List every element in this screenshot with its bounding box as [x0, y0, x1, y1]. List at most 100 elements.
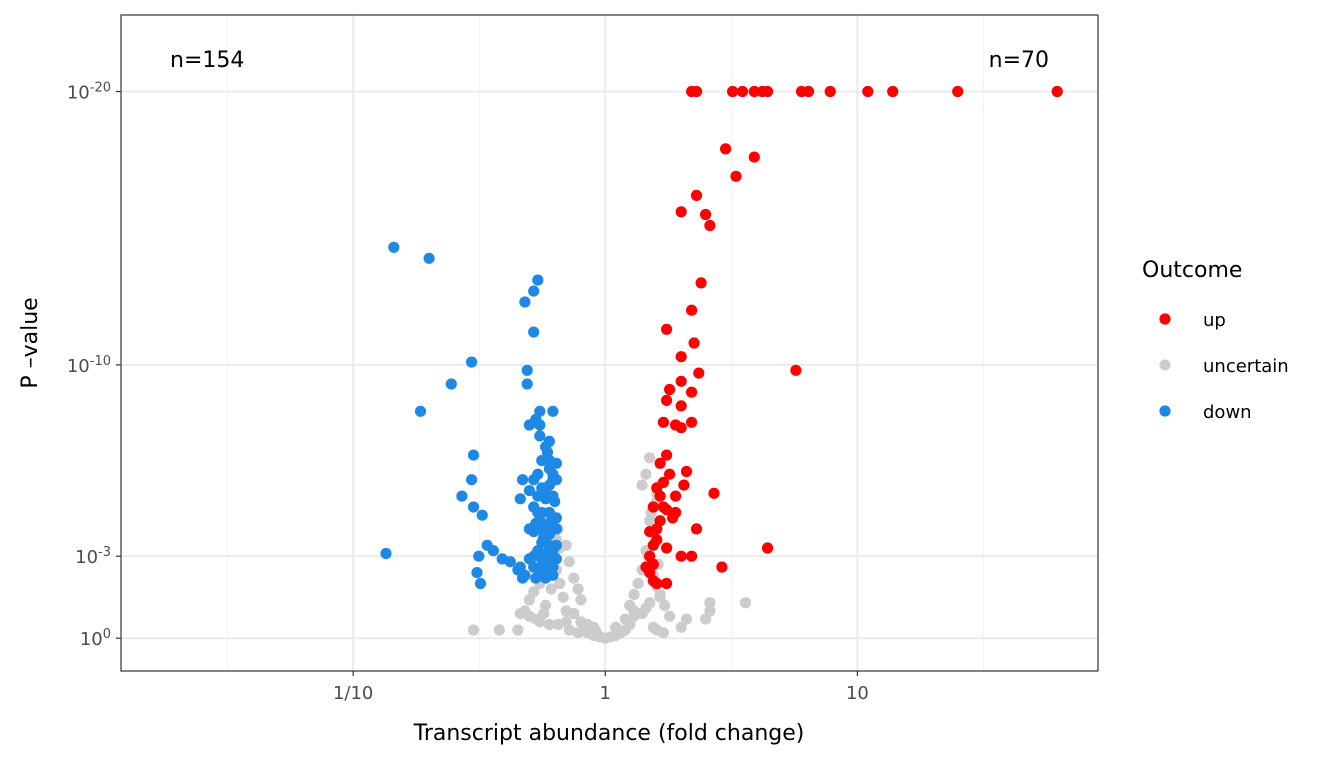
point-up	[657, 416, 670, 428]
point-up	[690, 189, 703, 201]
series-down	[380, 241, 563, 590]
series-up	[640, 85, 1063, 590]
point-up	[695, 277, 707, 289]
point-up	[708, 487, 720, 499]
point-uncertain	[636, 479, 648, 491]
point-up	[657, 501, 670, 513]
point-uncertain	[554, 577, 566, 590]
point-uncertain	[528, 586, 540, 598]
point-up	[670, 506, 682, 519]
point-up	[686, 550, 698, 562]
point-uncertain	[557, 591, 569, 603]
point-down	[517, 572, 529, 584]
point-uncertain	[704, 605, 716, 617]
point-uncertain	[467, 624, 480, 636]
point-up	[686, 304, 698, 316]
legend-key-up	[1159, 313, 1171, 325]
point-up	[670, 490, 682, 502]
point-up	[664, 468, 676, 480]
point-down	[388, 241, 400, 253]
plot-panel	[121, 15, 1098, 671]
point-up	[675, 422, 687, 434]
point-down	[550, 474, 563, 486]
point-up	[1051, 85, 1063, 98]
point-uncertain	[628, 588, 640, 601]
point-up	[761, 85, 774, 98]
series-uncertain	[467, 452, 752, 644]
point-down	[550, 523, 563, 535]
point-down	[517, 474, 529, 486]
point-up	[730, 170, 742, 182]
point-up	[651, 577, 663, 590]
point-down	[528, 326, 540, 338]
point-up	[651, 523, 663, 535]
point-up	[654, 457, 666, 469]
point-up	[716, 561, 728, 573]
point-up	[686, 416, 698, 428]
point-down	[467, 501, 480, 513]
point-uncertain	[659, 599, 671, 612]
point-uncertain	[514, 608, 526, 620]
point-uncertain	[590, 625, 602, 638]
point-uncertain	[545, 583, 557, 595]
point-down	[474, 577, 487, 590]
point-up	[661, 323, 673, 335]
annotation-right: n=70	[989, 48, 1049, 73]
point-up	[802, 85, 815, 98]
point-up	[664, 383, 676, 396]
point-up	[661, 542, 673, 554]
point-up	[675, 206, 687, 218]
point-down	[547, 561, 559, 573]
point-uncertain	[610, 621, 622, 633]
point-uncertain	[563, 624, 575, 636]
point-down	[528, 561, 540, 573]
point-up	[748, 85, 760, 98]
annotation-left: n=154	[170, 48, 244, 73]
y-axis-title: P –value	[18, 297, 43, 388]
point-uncertain	[664, 610, 676, 622]
y-tick-label: 10-10	[67, 353, 111, 377]
legend-label-up: up	[1203, 310, 1226, 331]
point-down	[476, 509, 488, 521]
point-uncertain	[575, 594, 587, 606]
point-up	[680, 465, 693, 478]
point-up	[824, 85, 836, 98]
point-down	[514, 493, 526, 505]
y-tick-label: 100	[80, 627, 111, 651]
point-up	[887, 85, 899, 98]
major-gridlines	[121, 15, 1098, 671]
legend-title: Outcome	[1142, 258, 1242, 283]
point-up	[661, 449, 673, 461]
point-uncertain	[640, 468, 652, 480]
point-down	[532, 274, 544, 286]
point-up	[690, 523, 703, 535]
point-uncertain	[700, 613, 712, 625]
point-up	[736, 85, 749, 98]
legend: Outcome up uncertain down	[1142, 258, 1289, 423]
point-uncertain	[560, 605, 572, 617]
point-up	[704, 219, 716, 232]
point-uncertain	[680, 613, 693, 625]
point-uncertain	[523, 594, 536, 606]
point-up	[647, 501, 659, 513]
point-down	[541, 446, 554, 458]
point-down	[523, 485, 536, 497]
point-down	[532, 506, 544, 519]
point-down	[380, 547, 392, 560]
point-uncertain	[512, 624, 524, 636]
point-up	[675, 400, 687, 412]
y-axis: 100 10-3 10-10 10-20	[67, 80, 121, 650]
point-uncertain	[657, 627, 670, 639]
point-uncertain	[530, 613, 542, 625]
data-points	[380, 85, 1063, 644]
point-down	[534, 419, 546, 431]
point-uncertain	[704, 597, 716, 609]
legend-label-uncertain: uncertain	[1203, 356, 1289, 377]
legend-label-down: down	[1203, 402, 1252, 423]
point-up	[661, 394, 673, 406]
point-up	[686, 386, 698, 398]
point-down	[530, 517, 542, 530]
point-down	[523, 419, 536, 431]
legend-key-uncertain	[1159, 359, 1171, 371]
